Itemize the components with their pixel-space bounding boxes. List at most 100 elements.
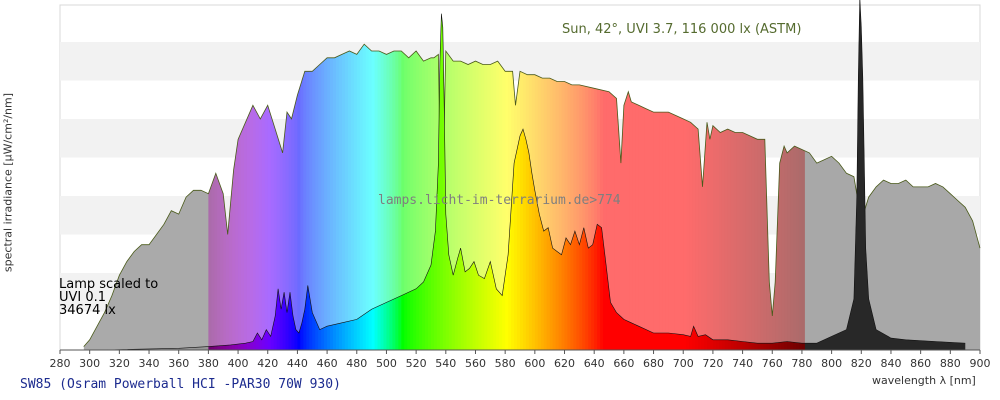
spectrum-band bbox=[270, 44, 275, 350]
spectrum-band bbox=[834, 44, 839, 350]
spectrum-band bbox=[896, 44, 901, 350]
chart-title: SW85 (Osram Powerball HCI -PAR30 70W 930… bbox=[20, 377, 341, 392]
spectrum-band bbox=[457, 44, 462, 350]
spectrum-band bbox=[724, 44, 729, 350]
spectrum-band bbox=[754, 44, 759, 350]
spectrum-band bbox=[617, 44, 622, 350]
x-axis-ticks: 280 300 320 340 360 380 400 420 440 460 480 500 520 5… bbox=[50, 350, 991, 370]
spectrum-band bbox=[309, 44, 313, 350]
spectrum-band bbox=[564, 44, 569, 350]
spectrum-band bbox=[730, 44, 735, 350]
spectrum-band bbox=[487, 44, 491, 350]
spectrum-band bbox=[211, 44, 215, 350]
spectrum-band bbox=[819, 44, 824, 350]
spectrum-band bbox=[932, 44, 937, 350]
spectrum-band bbox=[603, 44, 607, 350]
spectrum-band bbox=[401, 44, 405, 350]
spectrum-band bbox=[353, 44, 358, 350]
spectrum-band bbox=[368, 44, 373, 350]
spectrum-band bbox=[899, 44, 904, 350]
spectrum-band bbox=[540, 44, 545, 350]
spectrum-band bbox=[558, 44, 563, 350]
spectrum-band bbox=[647, 44, 652, 350]
x-tick-label: 760 bbox=[762, 357, 783, 370]
spectrum-band bbox=[591, 44, 595, 350]
spectrum-band bbox=[665, 44, 669, 350]
spectrum-band bbox=[712, 44, 717, 350]
spectrum-band bbox=[276, 44, 281, 350]
spectrum-band bbox=[496, 44, 500, 350]
spectrum-band bbox=[359, 44, 364, 350]
spectrum-band bbox=[689, 44, 693, 350]
spectrum-band bbox=[810, 44, 815, 350]
spectrum-band bbox=[609, 44, 613, 350]
spectrum-band bbox=[677, 44, 681, 350]
spectrum-band bbox=[460, 44, 465, 350]
x-tick-label: 340 bbox=[139, 357, 160, 370]
spectrum-band bbox=[656, 44, 661, 350]
spectrum-band bbox=[208, 44, 212, 350]
spectrum-band bbox=[567, 44, 572, 350]
spectrum-band bbox=[926, 44, 931, 350]
spectrum-band bbox=[469, 44, 474, 350]
spectrum-band bbox=[620, 44, 625, 350]
x-tick-label: 580 bbox=[495, 357, 516, 370]
spectrum-band bbox=[561, 44, 566, 350]
spectrum-band bbox=[549, 44, 554, 350]
spectrum-band bbox=[371, 44, 376, 350]
spectrum-band bbox=[885, 44, 889, 350]
x-tick-label: 480 bbox=[346, 357, 367, 370]
spectrum-band bbox=[781, 44, 785, 350]
spectrum-band bbox=[514, 5, 518, 350]
spectrum-band bbox=[285, 44, 290, 350]
spectrum-band bbox=[472, 44, 477, 350]
spectrum-band bbox=[908, 44, 913, 350]
spectrum-band bbox=[413, 44, 417, 350]
spectrum-band bbox=[261, 44, 266, 350]
x-tick-label: 380 bbox=[198, 357, 219, 370]
spectrum-band bbox=[383, 44, 388, 350]
watermark-url: lamps.licht-im-terrarium.de>774 bbox=[378, 193, 621, 208]
spectrum-band bbox=[552, 44, 557, 350]
spectrum-band bbox=[816, 44, 821, 350]
spectrum-band bbox=[612, 44, 616, 350]
spectrum-band bbox=[466, 44, 471, 350]
spectrum-band bbox=[407, 44, 411, 350]
spectrum-band bbox=[267, 44, 272, 350]
x-tick-label: 800 bbox=[821, 357, 842, 370]
spectrum-band bbox=[306, 44, 310, 350]
spectrum-band bbox=[801, 44, 806, 350]
spectrum-band bbox=[279, 44, 284, 350]
spectrum-band bbox=[704, 44, 708, 350]
spectrum-band bbox=[190, 44, 195, 350]
x-tick-label: 440 bbox=[287, 357, 308, 370]
spectrum-band bbox=[718, 44, 723, 350]
spectrum-band bbox=[193, 44, 198, 350]
spectrum-band bbox=[778, 44, 782, 350]
spectrum-band bbox=[235, 44, 239, 350]
spectrum-band bbox=[362, 44, 367, 350]
spectrum-band bbox=[202, 44, 207, 350]
spectrum-band bbox=[683, 44, 687, 350]
spectrum-band bbox=[698, 44, 702, 350]
sun-spectrum-outline bbox=[83, 43, 981, 347]
spectrum-band bbox=[861, 5, 865, 350]
spectrum-band bbox=[543, 44, 548, 350]
spectrum-band bbox=[873, 44, 877, 350]
spectrum-band bbox=[890, 44, 895, 350]
x-tick-label: 400 bbox=[228, 357, 249, 370]
spectrum-band bbox=[632, 44, 637, 350]
spectrum-band bbox=[843, 44, 848, 350]
spectrum-band bbox=[638, 44, 643, 350]
lamp-spectrum-outline bbox=[104, 0, 966, 351]
spectrum-band bbox=[760, 44, 764, 350]
spectrum-band bbox=[445, 44, 450, 350]
x-tick-label: 660 bbox=[613, 357, 634, 370]
spectrum-band bbox=[264, 44, 269, 350]
spectrum-band bbox=[938, 44, 943, 350]
spectrum-band bbox=[199, 44, 204, 350]
spectrum-band bbox=[416, 44, 420, 350]
spectrum-band bbox=[324, 44, 328, 350]
spectrum-band bbox=[629, 44, 634, 350]
spectrum-band bbox=[807, 44, 812, 350]
